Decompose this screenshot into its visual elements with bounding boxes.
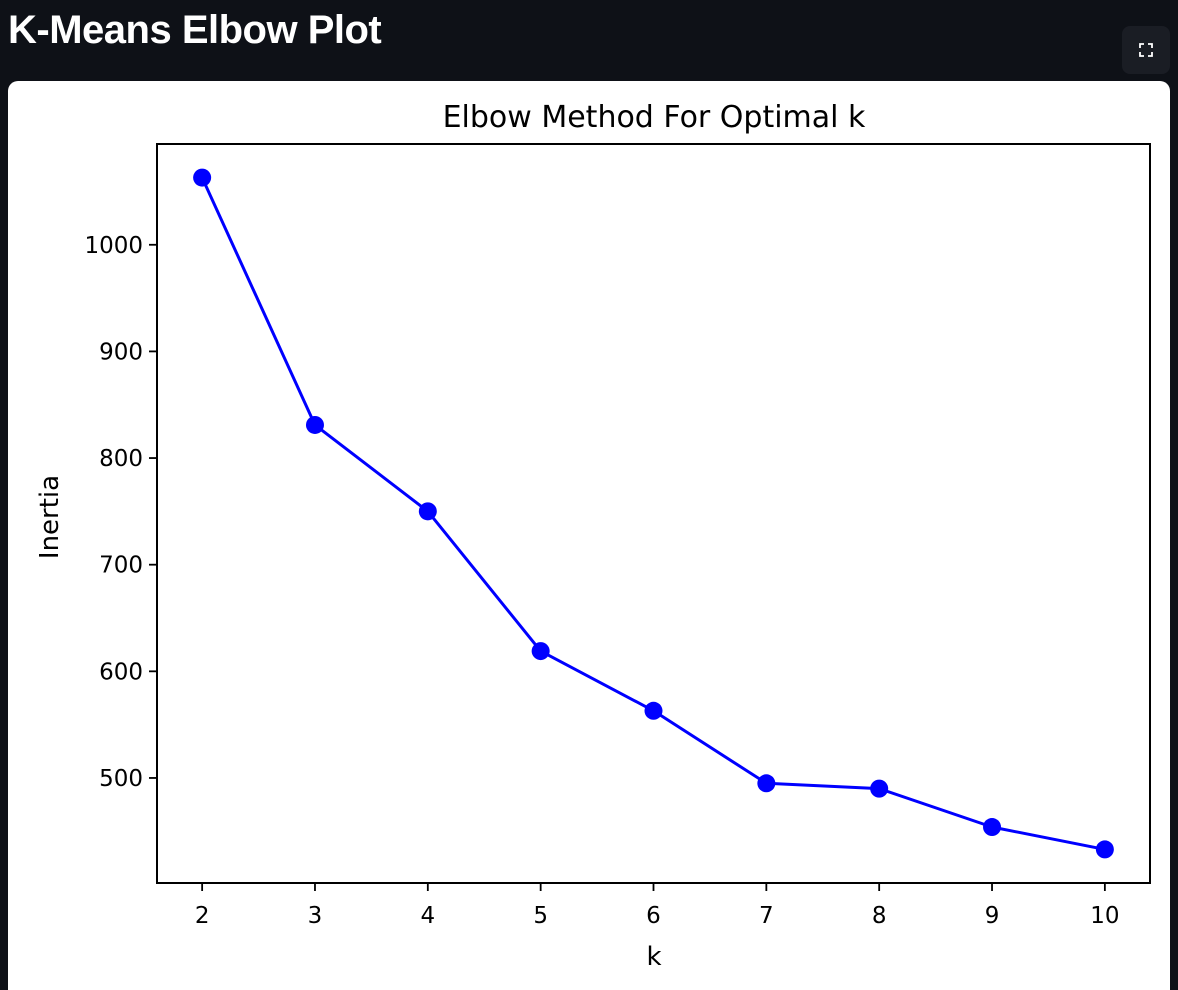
y-tick-label: 1000 <box>84 233 143 259</box>
chart-title: Elbow Method For Optimal k <box>443 100 866 135</box>
y-tick-label: 900 <box>99 339 143 365</box>
data-point <box>644 701 663 720</box>
data-point <box>983 818 1002 837</box>
y-tick-label: 600 <box>99 659 143 685</box>
x-tick-label: 8 <box>872 903 887 929</box>
chart-card: Elbow Method For Optimal k k Inertia 2 3 4… <box>8 81 1170 990</box>
x-tick-label: 9 <box>985 903 1000 929</box>
x-tick-label: 7 <box>759 903 774 929</box>
page-title: K-Means Elbow Plot <box>8 8 382 52</box>
y-axis-label: Inertia <box>35 475 65 559</box>
data-point <box>193 168 212 187</box>
expand-icon <box>1139 43 1153 57</box>
x-tick-label: 2 <box>195 903 210 929</box>
x-tick-label: 6 <box>646 903 661 929</box>
data-point <box>757 774 776 793</box>
data-point <box>418 502 437 521</box>
plot-frame <box>156 143 1151 884</box>
data-point <box>870 779 889 798</box>
data-point <box>1095 840 1114 859</box>
series-line <box>200 176 1106 851</box>
x-tick-label: 10 <box>1090 903 1119 929</box>
x-tick-label: 5 <box>533 903 548 929</box>
elbow-chart: Elbow Method For Optimal k k Inertia 2 3 4… <box>35 100 1151 972</box>
x-axis-label: k <box>646 942 661 972</box>
data-point <box>305 415 324 434</box>
x-tick-label: 3 <box>308 903 323 929</box>
y-tick-label: 500 <box>99 766 143 792</box>
x-tick-label: 4 <box>420 903 435 929</box>
data-point <box>531 642 550 661</box>
fullscreen-button[interactable] <box>1122 26 1170 74</box>
y-tick-label: 800 <box>99 446 143 472</box>
y-tick-label: 700 <box>99 553 143 579</box>
